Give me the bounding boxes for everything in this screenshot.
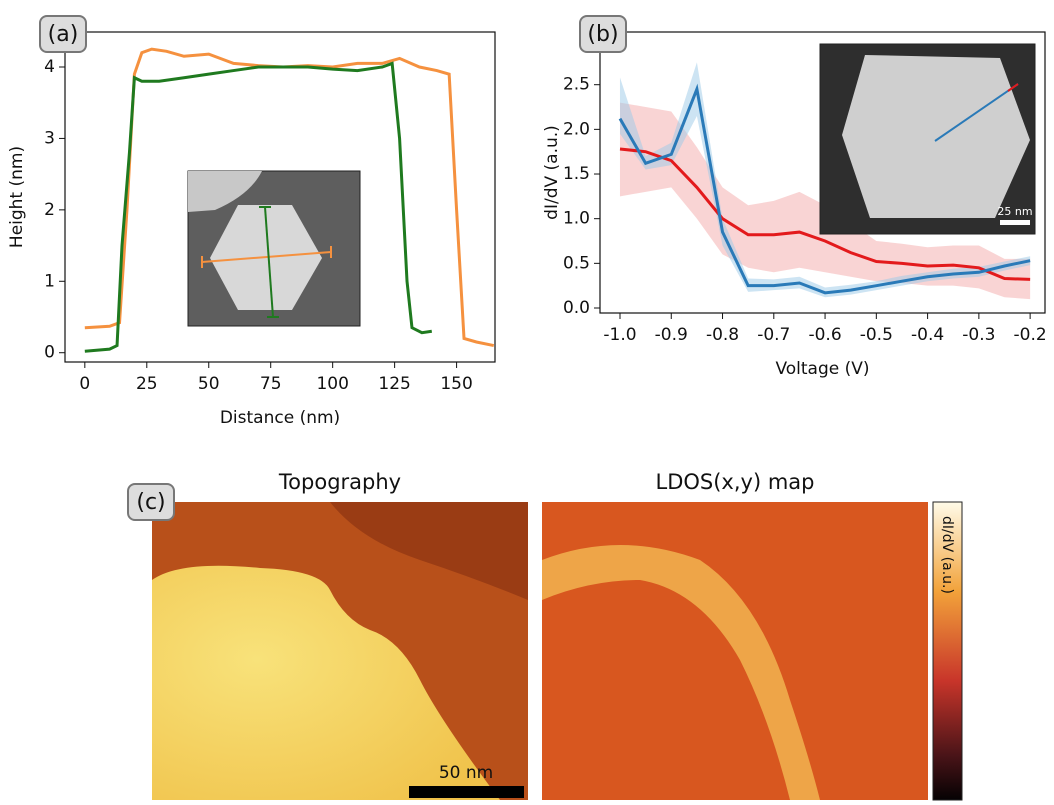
y-axis-label: dI/dV (a.u.)	[542, 125, 562, 220]
page: {"chart_data": [ {"type": "line", "panel…	[0, 0, 1054, 805]
x-tick-label: -1.0	[603, 325, 636, 345]
panel-label: (b)	[587, 22, 618, 47]
x-tick-label: 0	[79, 374, 90, 394]
x-tick-label: 125	[378, 374, 410, 394]
x-tick-label: 75	[260, 374, 282, 394]
y-axis-label: Height (nm)	[7, 146, 27, 248]
x-tick-label: 100	[316, 374, 348, 394]
x-tick-label: -0.4	[911, 325, 944, 345]
y-tick-label: 0.5	[563, 253, 590, 273]
x-tick-label: -0.6	[808, 325, 841, 345]
y-tick-label: 3	[44, 128, 55, 148]
x-tick-label: -0.5	[860, 325, 893, 345]
topography-image	[152, 502, 528, 800]
x-tick-label: 25	[136, 374, 158, 394]
x-tick-label: -0.2	[1014, 325, 1047, 345]
y-tick-label: 1.0	[563, 209, 590, 229]
y-tick-label: 2	[44, 200, 55, 220]
panel-label: (c)	[136, 490, 165, 515]
x-axis-label: Voltage (V)	[775, 359, 869, 379]
x-tick-label: -0.3	[962, 325, 995, 345]
colorbar-label: dI/dV (a.u.)	[939, 516, 955, 594]
y-tick-label: 0.0	[563, 298, 590, 318]
x-axis-label: Distance (nm)	[220, 408, 340, 428]
image-title: LDOS(x,y) map	[656, 470, 815, 494]
x-tick-label: -0.9	[655, 325, 688, 345]
y-tick-label: 1.5	[563, 164, 590, 184]
image-title: Topography	[278, 470, 401, 494]
y-tick-label: 0	[44, 343, 55, 363]
inset-scale-label: 25 nm	[997, 205, 1032, 218]
x-tick-label: -0.7	[757, 325, 790, 345]
x-tick-label: 50	[198, 374, 220, 394]
inset-image-a	[188, 171, 360, 326]
panel-label: (a)	[48, 22, 79, 47]
y-tick-label: 2.5	[563, 75, 590, 95]
y-tick-label: 1	[44, 271, 55, 291]
y-tick-label: 2.0	[563, 119, 590, 139]
figure: 0 25 50 75 100 125 150 0 1 2 3 4 Distance (nm) Height…	[0, 0, 1054, 805]
x-tick-label: 150	[440, 374, 472, 394]
y-tick-label: 4	[44, 57, 55, 77]
ldos-image	[542, 502, 962, 800]
x-tick-label: -0.8	[706, 325, 739, 345]
scale-label: 50 nm	[439, 763, 493, 783]
